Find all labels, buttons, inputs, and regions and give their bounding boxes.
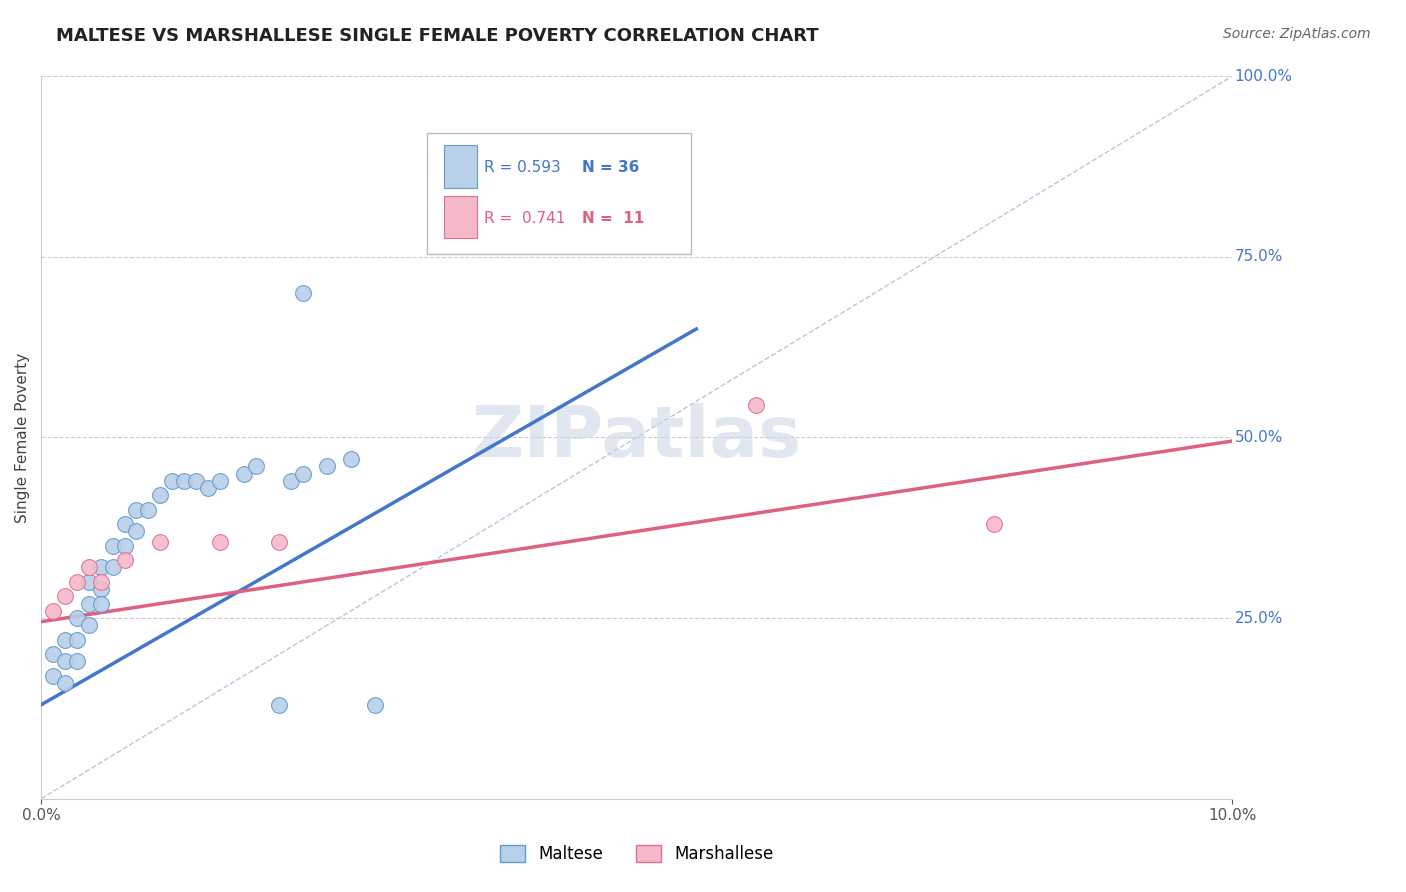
- Point: [53, 655, 76, 669]
- Point: [173, 474, 195, 488]
- Point: [363, 698, 385, 712]
- Point: [90, 597, 112, 611]
- Point: [90, 574, 112, 589]
- Point: [77, 574, 100, 589]
- Point: [149, 535, 172, 549]
- Point: [292, 467, 315, 481]
- Text: 100.0%: 100.0%: [1234, 69, 1292, 84]
- Point: [292, 285, 315, 300]
- Text: 25.0%: 25.0%: [1234, 610, 1284, 625]
- Point: [208, 535, 231, 549]
- Text: N =  11: N = 11: [582, 211, 644, 226]
- Point: [269, 698, 291, 712]
- Point: [66, 611, 89, 625]
- Point: [983, 517, 1005, 532]
- Y-axis label: Single Female Poverty: Single Female Poverty: [15, 352, 30, 523]
- Point: [197, 481, 219, 495]
- Point: [90, 582, 112, 596]
- Point: [101, 560, 124, 574]
- Point: [53, 590, 76, 604]
- Point: [125, 502, 148, 516]
- Point: [114, 517, 136, 532]
- Text: MALTESE VS MARSHALLESE SINGLE FEMALE POVERTY CORRELATION CHART: MALTESE VS MARSHALLESE SINGLE FEMALE POV…: [56, 27, 818, 45]
- Point: [745, 398, 768, 412]
- Point: [269, 535, 291, 549]
- Point: [42, 669, 65, 683]
- Legend: Maltese, Marshallese: Maltese, Marshallese: [494, 838, 780, 870]
- Point: [340, 452, 363, 467]
- Text: R = 0.593: R = 0.593: [484, 161, 561, 175]
- Point: [77, 597, 100, 611]
- Point: [66, 632, 89, 647]
- Text: 50.0%: 50.0%: [1234, 430, 1284, 445]
- Point: [280, 474, 302, 488]
- Point: [184, 474, 207, 488]
- Point: [114, 539, 136, 553]
- Text: Source: ZipAtlas.com: Source: ZipAtlas.com: [1223, 27, 1371, 41]
- Point: [149, 488, 172, 502]
- Point: [42, 604, 65, 618]
- Text: R =  0.741: R = 0.741: [484, 211, 565, 226]
- Point: [77, 618, 100, 632]
- Point: [136, 502, 159, 516]
- Point: [66, 655, 89, 669]
- Text: 75.0%: 75.0%: [1234, 249, 1284, 264]
- Point: [53, 632, 76, 647]
- Text: ZIPatlas: ZIPatlas: [471, 403, 801, 472]
- Point: [245, 459, 267, 474]
- Point: [232, 467, 254, 481]
- Point: [53, 676, 76, 690]
- Point: [101, 539, 124, 553]
- Point: [90, 560, 112, 574]
- Point: [114, 553, 136, 567]
- Point: [160, 474, 183, 488]
- Text: N = 36: N = 36: [582, 161, 640, 175]
- Point: [125, 524, 148, 539]
- Point: [77, 560, 100, 574]
- Point: [42, 647, 65, 661]
- Point: [208, 474, 231, 488]
- Point: [66, 574, 89, 589]
- Point: [316, 459, 339, 474]
